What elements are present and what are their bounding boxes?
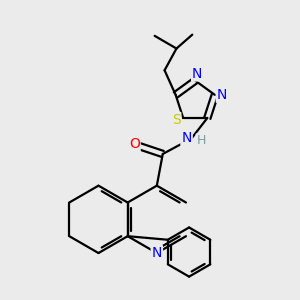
Text: S: S	[172, 113, 180, 127]
Text: O: O	[129, 137, 140, 151]
Text: N: N	[192, 67, 202, 80]
Text: N: N	[182, 131, 192, 145]
Text: H: H	[196, 134, 206, 147]
Text: N: N	[152, 246, 162, 260]
Text: N: N	[217, 88, 227, 102]
